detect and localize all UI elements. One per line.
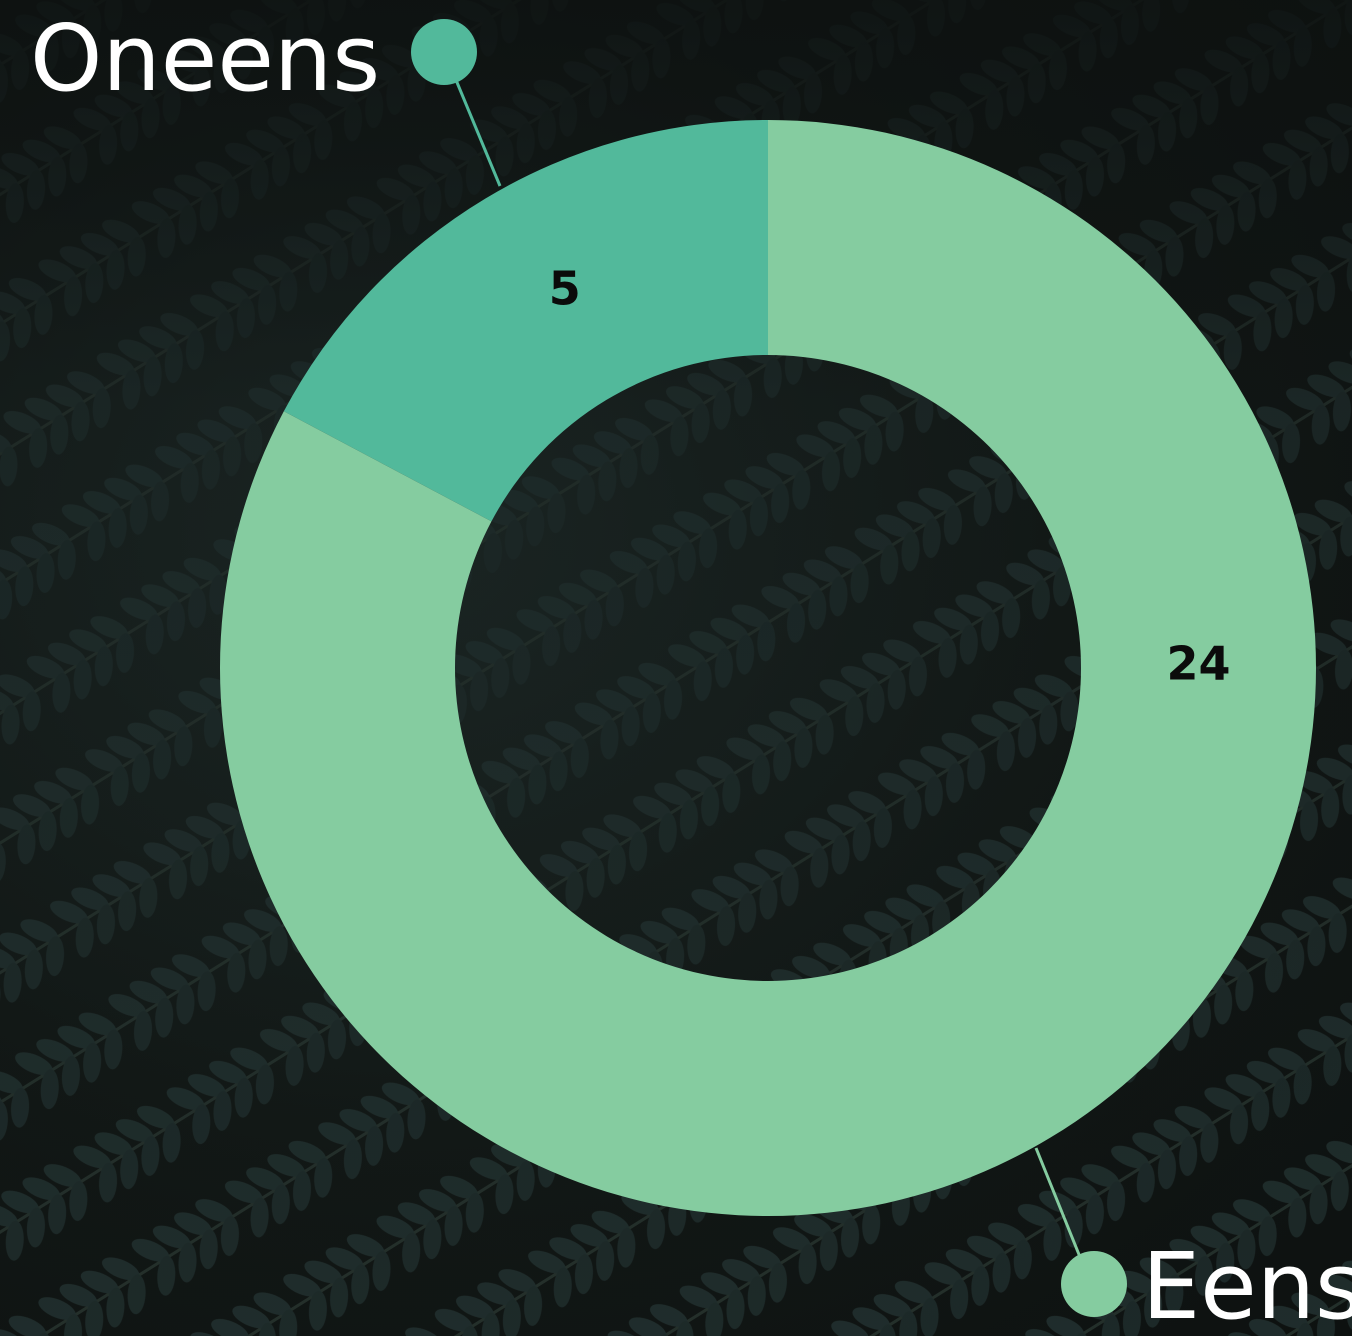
callout-line-eens	[1034, 1147, 1084, 1263]
data-label-eens: 24	[1166, 636, 1230, 690]
data-label-oneens: 5	[549, 261, 581, 315]
slice-oneens[interactable]	[283, 120, 768, 522]
donut-slices	[219, 120, 1317, 1216]
slice-eens[interactable]	[219, 120, 1317, 1216]
legend-dot-eens	[1061, 1251, 1127, 1317]
callout-line-oneens	[454, 79, 502, 187]
legend-label-oneens: Oneens	[30, 5, 380, 112]
legend-callouts: Oneens Eens	[30, 5, 1352, 1336]
data-labels: 5 24	[549, 261, 1231, 690]
legend-label-eens: Eens	[1142, 1233, 1352, 1336]
legend-dot-oneens	[411, 19, 477, 85]
